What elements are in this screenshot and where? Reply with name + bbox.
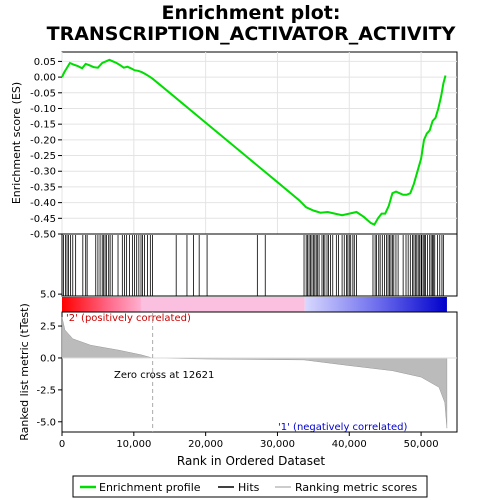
es-y-tick-label: -0.40 — [30, 198, 56, 209]
x-tick-label: 40,000 — [332, 439, 367, 450]
metric-y-tick-label: 5.0 — [40, 290, 56, 301]
chart-title: Enrichment plot: — [162, 2, 341, 24]
x-tick-label: 30,000 — [260, 439, 295, 450]
x-tick-label: 10,000 — [116, 439, 151, 450]
es-y-tick-label: -0.05 — [30, 88, 56, 99]
metric-panel-frame — [61, 311, 458, 433]
positive-correlation-label: '2' (positively correlated) — [66, 313, 191, 324]
legend-frame — [72, 475, 428, 498]
legend-label-ranking-metric: Ranking metric scores — [295, 481, 417, 494]
colorbar-middle-segment — [141, 297, 305, 312]
es-y-tick-label: -0.20 — [30, 135, 56, 146]
legend: Enrichment profile Hits Ranking metric s… — [72, 475, 428, 498]
es-y-tick-label: -0.30 — [30, 167, 56, 178]
metric-y-axis-label: Ranked list metric (tTest) — [18, 303, 31, 440]
legend-label-hits: Hits — [238, 481, 260, 494]
es-y-tick-label: 0.05 — [34, 57, 56, 68]
es-panel-frame — [61, 51, 458, 235]
metric-y-ticks: 5.0 2.5 0.0 -2.5 -5.0 — [36, 290, 62, 428]
x-tick-label: 20,000 — [188, 439, 223, 450]
negative-correlation-label: '1' (negatively correlated) — [278, 422, 407, 433]
chart-subtitle: TRANSCRIPTION_ACTIVATOR_ACTIVITY — [47, 23, 456, 45]
es-y-tick-label: -0.10 — [30, 104, 56, 115]
es-y-tick-label: -0.25 — [30, 151, 56, 162]
correlation-color-bar — [62, 297, 447, 312]
hit-markers — [63, 235, 444, 296]
hits-panel — [61, 233, 458, 297]
es-y-ticks: 0.05 0.00 -0.05 -0.10 -0.15 -0.20 -0.25 -0.30 -0… — [30, 57, 62, 241]
metric-y-tick-label: -5.0 — [36, 417, 56, 428]
x-axis-ticks: 0 10,000 20,000 30,000 40,000 50,000 — [59, 432, 439, 450]
x-tick-label: 50,000 — [404, 439, 439, 450]
colorbar-negative-segment — [304, 297, 447, 312]
metric-y-tick-label: -2.5 — [36, 385, 56, 396]
colorbar-positive-segment — [62, 297, 141, 312]
es-y-tick-label: 0.00 — [34, 73, 56, 84]
es-y-tick-label: -0.35 — [30, 182, 56, 193]
es-y-tick-label: -0.50 — [30, 230, 56, 241]
es-profile-line — [61, 58, 447, 226]
metric-panel: 5.0 2.5 0.0 -2.5 -5.0 '2' (positively correl… — [18, 290, 458, 441]
x-tick-label: 0 — [59, 439, 65, 450]
zero-cross-label: Zero cross at 12621 — [114, 370, 214, 381]
metric-y-tick-label: 0.0 — [40, 353, 56, 364]
es-y-tick-label: -0.15 — [30, 120, 56, 131]
metric-y-tick-label: 2.5 — [40, 322, 56, 333]
ranking-metric-area — [61, 317, 448, 429]
es-panel: 0.05 0.00 -0.05 -0.10 -0.15 -0.20 -0.25 -0.30 -0… — [10, 51, 458, 241]
legend-label-enrichment-profile: Enrichment profile — [99, 481, 201, 494]
es-y-tick-label: -0.45 — [30, 214, 56, 225]
es-y-axis-label: Enrichment score (ES) — [10, 82, 23, 204]
x-axis-label: Rank in Ordered Dataset — [177, 454, 325, 468]
